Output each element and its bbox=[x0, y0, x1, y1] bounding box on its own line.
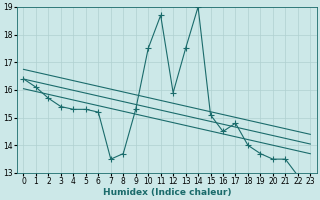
X-axis label: Humidex (Indice chaleur): Humidex (Indice chaleur) bbox=[103, 188, 231, 197]
